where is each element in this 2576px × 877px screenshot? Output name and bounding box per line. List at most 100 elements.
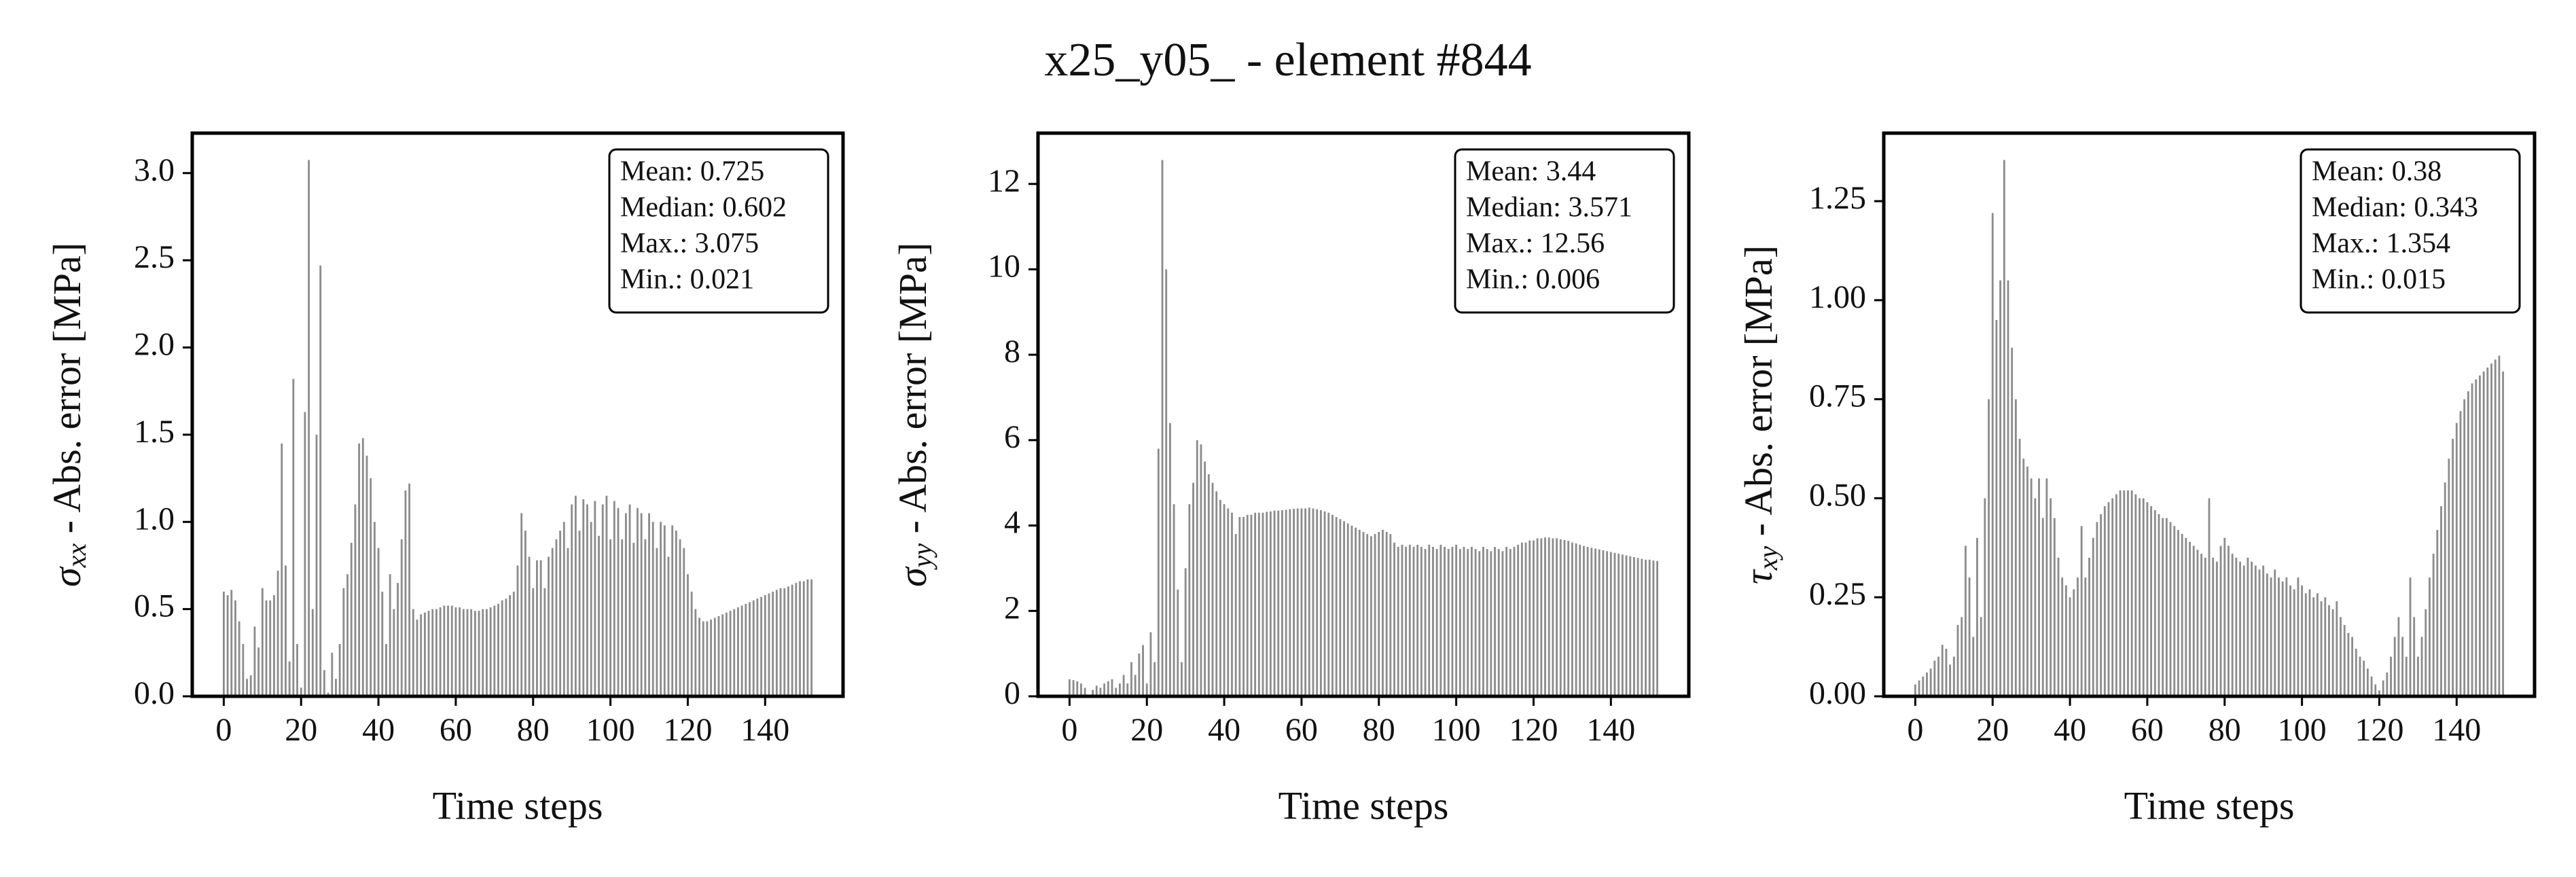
bar [2359,656,2361,696]
bar [2490,363,2492,696]
x-tick-label: 40 [2054,712,2086,748]
bar [1941,645,1944,696]
bar [373,522,376,696]
bar [420,614,423,696]
bar [1629,556,1632,696]
bar [1652,560,1655,696]
x-tick-label: 0 [1907,712,1923,748]
bar [2463,399,2466,696]
bar [1497,549,1500,696]
bar [389,574,391,696]
bar [1142,645,1144,696]
bar [663,525,666,696]
stats-line: Mean: 3.44 [1466,156,1596,187]
bar [799,581,801,696]
bar [1416,544,1419,696]
bar [1393,542,1395,696]
bar [756,598,759,696]
bar [1115,687,1117,696]
stats-line: Max.: 1.354 [2312,228,2450,259]
bar [2429,577,2431,696]
bar [234,600,236,696]
stats-line: Min.: 0.021 [620,264,754,296]
bar [2324,597,2327,696]
bar [1536,538,1539,696]
stats-line: Median: 0.602 [620,192,787,223]
bar [1378,532,1380,696]
bar [779,588,782,696]
bar [2196,550,2199,696]
bar [2336,601,2338,696]
bar [1524,542,1527,696]
axes-frame [1036,131,1691,698]
bar [783,588,786,696]
bar [342,588,345,696]
bar [358,443,361,696]
bar [416,620,418,696]
x-tick-label: 0 [215,712,232,748]
bar [2455,423,2458,696]
bar [1095,685,1098,696]
bar [737,607,739,696]
bar [2215,561,2218,696]
bar [354,504,357,696]
bar [1343,521,1345,696]
bar [1509,549,1511,696]
bar [2409,577,2412,696]
bar [2281,581,2284,696]
bar [2254,565,2257,696]
bar [2231,554,2234,696]
bar [2041,518,2044,696]
bar [447,605,449,696]
y-tick-label: 8 [1004,334,1020,370]
bar [2096,522,2098,696]
bar [1405,547,1408,696]
bar [1099,687,1102,696]
bar [2416,656,2419,696]
bar [586,504,588,696]
bar [1181,662,1183,696]
bar [1293,509,1295,696]
bar [2007,280,2009,697]
bar [1238,517,1241,696]
y-tick-label: 1.00 [1809,279,1866,315]
bar [551,548,554,696]
bar [2498,355,2501,696]
bar [1563,539,1566,696]
bar [1540,538,1543,696]
bar [1165,269,1168,697]
bar [740,605,743,696]
bar [605,495,608,696]
bar [749,602,751,696]
y-axis-subscript: xx [61,543,92,569]
bar [1335,517,1338,696]
bar [1246,514,1249,696]
bar [272,595,275,696]
bar [1285,509,1287,696]
bar [2045,478,2048,696]
bar [2436,530,2439,696]
bar [1370,536,1372,696]
x-tick-label: 140 [1586,712,1635,748]
bar [651,522,654,696]
bar [2011,347,2014,697]
bar [1988,399,1990,696]
bar [1933,660,1936,696]
bar [733,609,736,696]
bar [1103,683,1106,696]
bar [478,611,480,696]
bar [2223,537,2226,696]
bar [1583,545,1585,696]
bar [1072,680,1075,696]
bar [2444,482,2446,696]
bar [1991,213,1994,697]
bar [2285,577,2288,696]
y-tick-label: 4 [1004,505,1020,541]
bar [1362,532,1365,696]
bar [335,679,337,696]
bar [2018,438,2021,696]
bar [1111,679,1113,696]
bar [331,652,334,696]
bar [2475,379,2477,696]
bar [1157,448,1160,696]
